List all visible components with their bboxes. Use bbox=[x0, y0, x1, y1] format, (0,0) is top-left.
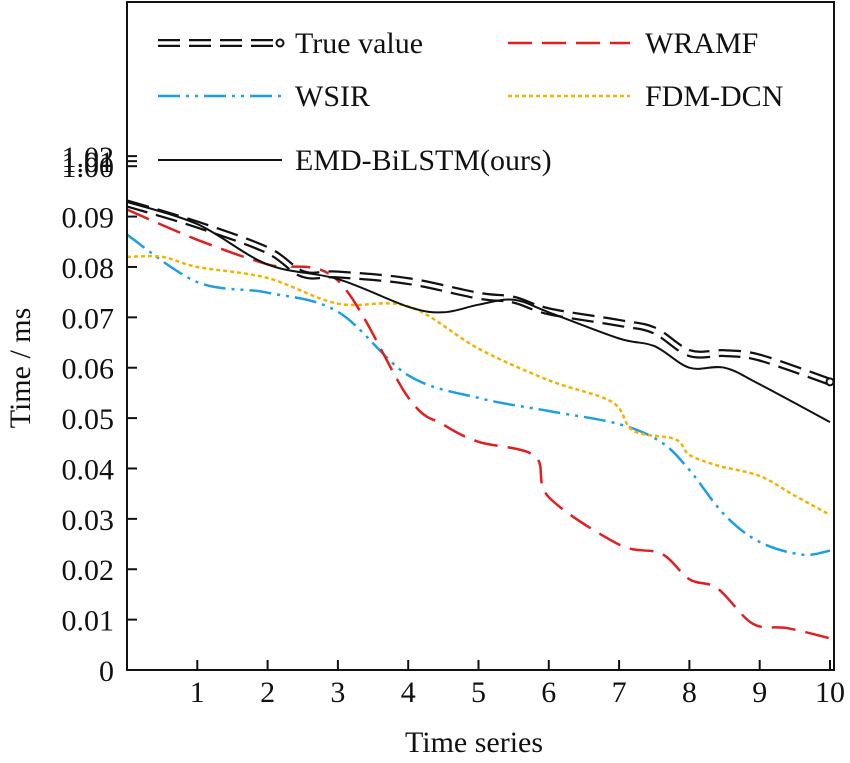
legend-entry-wsir: WSIR bbox=[158, 80, 370, 113]
legend-entry-wramf: WRAMF bbox=[508, 27, 758, 60]
series-fdm-dcn bbox=[126, 254, 831, 516]
x-tick-label: 5 bbox=[471, 676, 486, 709]
x-tick-label: 10 bbox=[815, 676, 845, 709]
y-tick-label: 1.01 bbox=[62, 146, 115, 179]
y-axis-label: Time / ms bbox=[4, 308, 37, 429]
x-axis-label: Time series bbox=[405, 726, 543, 759]
legend-label-wramf: WRAMF bbox=[645, 27, 758, 60]
legend-label-wsir: WSIR bbox=[295, 80, 370, 113]
y-tick-label: 0.04 bbox=[62, 453, 115, 486]
x-tick-label: 3 bbox=[330, 676, 345, 709]
series-line-emd-bilstm-ours bbox=[126, 201, 831, 423]
series-wramf bbox=[126, 208, 831, 640]
series-line-wsir bbox=[126, 233, 831, 557]
y-tick-label: 0.06 bbox=[62, 353, 115, 386]
y-tick-label: 0.07 bbox=[62, 302, 115, 335]
y-tick-label: 1.02 bbox=[62, 141, 115, 174]
legend-entry-true-value: True value bbox=[158, 27, 423, 60]
y-tick-label: 0.01 bbox=[62, 605, 115, 638]
x-tick-label: 2 bbox=[260, 676, 275, 709]
y-tick-label: 0.05 bbox=[62, 403, 115, 436]
series-wsir bbox=[126, 233, 831, 557]
series-line-fdm-dcn bbox=[126, 254, 831, 516]
y-tick-label: 0 bbox=[99, 655, 114, 688]
series-emd-bilstm-ours bbox=[126, 201, 831, 423]
x-tick-label: 9 bbox=[752, 676, 767, 709]
y-tick-label: 0.08 bbox=[62, 252, 115, 285]
x-tick-label: 6 bbox=[541, 676, 556, 709]
y-tick-label: 0.03 bbox=[62, 504, 115, 537]
x-tick-label: 8 bbox=[682, 676, 697, 709]
legend-swatch-endpoint bbox=[275, 38, 285, 48]
legend-label-emd-bilstm-ours: EMD-BiLSTM(ours) bbox=[295, 144, 552, 177]
plot-frame bbox=[126, 1, 835, 671]
legend-entry-emd-bilstm-ours: EMD-BiLSTM(ours) bbox=[158, 144, 552, 177]
x-tick-label: 1 bbox=[190, 676, 205, 709]
series-endpoint-true-value bbox=[825, 377, 835, 387]
y-tick-label: 0.09 bbox=[62, 202, 115, 235]
legend-entry-fdm-dcn: FDM-DCN bbox=[508, 80, 783, 113]
series-line-wramf bbox=[126, 208, 831, 640]
x-tick-label: 4 bbox=[401, 676, 416, 709]
y-tick-label: 1.00 bbox=[62, 151, 115, 184]
x-tick-label: 7 bbox=[612, 676, 627, 709]
legend-label-true-value: True value bbox=[295, 27, 423, 60]
y-tick-label: 0.02 bbox=[62, 554, 115, 587]
legend-label-fdm-dcn: FDM-DCN bbox=[645, 80, 783, 113]
